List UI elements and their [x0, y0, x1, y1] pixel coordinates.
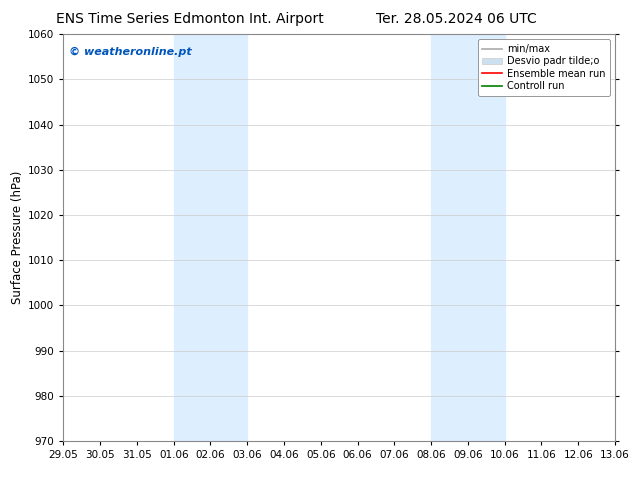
Y-axis label: Surface Pressure (hPa): Surface Pressure (hPa) [11, 171, 24, 304]
Text: © weatheronline.pt: © weatheronline.pt [69, 47, 191, 56]
Text: Ter. 28.05.2024 06 UTC: Ter. 28.05.2024 06 UTC [376, 12, 537, 26]
Bar [174, 34, 247, 441]
Text: ENS Time Series Edmonton Int. Airport: ENS Time Series Edmonton Int. Airport [56, 12, 324, 26]
Bar [431, 34, 505, 441]
Legend: min/max, Desvio padr tilde;o, Ensemble mean run, Controll run: min/max, Desvio padr tilde;o, Ensemble m… [477, 39, 610, 96]
